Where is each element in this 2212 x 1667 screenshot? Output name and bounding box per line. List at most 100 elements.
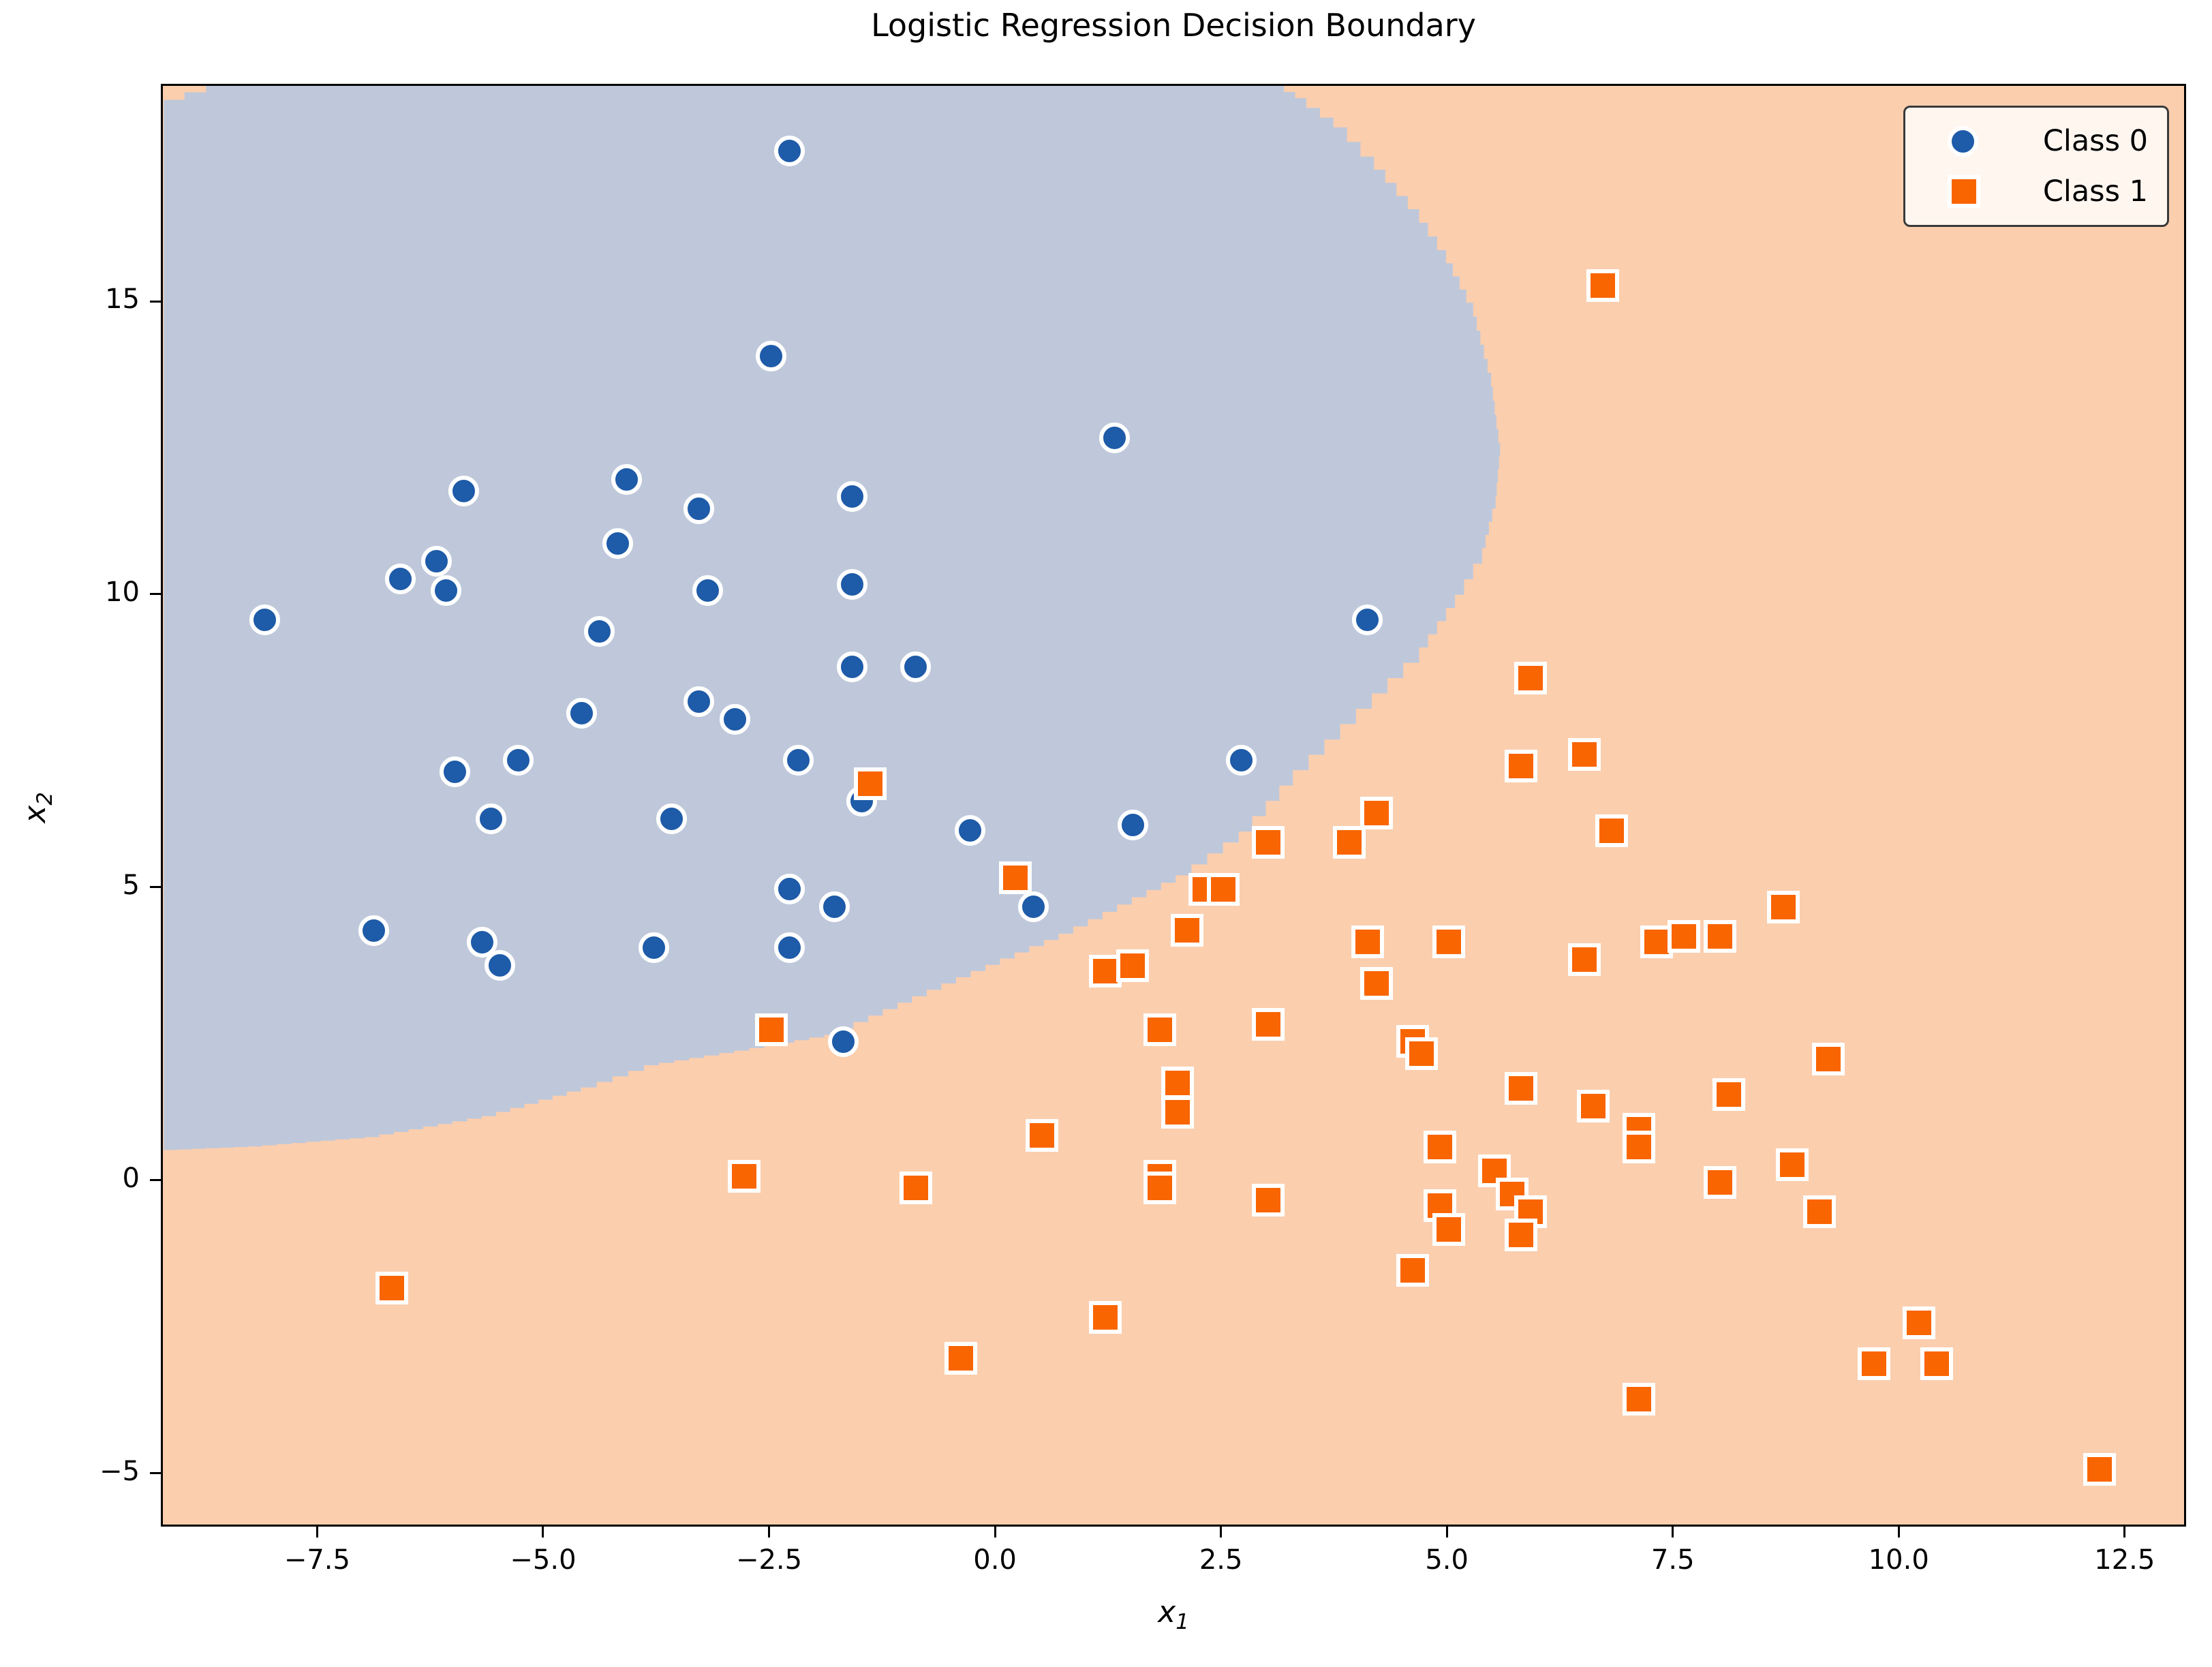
data-point-class1 (899, 1172, 932, 1205)
x-tick-label: −7.5 (283, 1544, 350, 1576)
data-point-class0 (358, 915, 389, 946)
y-tick-label: 10 (105, 576, 140, 608)
x-axis-label: x1 (1071, 1595, 1276, 1634)
y-tick-label: −5 (99, 1455, 140, 1487)
data-point-class1 (1432, 926, 1466, 959)
legend-item-class0: Class 0 (1905, 124, 2167, 158)
x-tick-label: 2.5 (1199, 1544, 1243, 1576)
data-point-class1 (1170, 914, 1203, 947)
x-tick-mark (1445, 1527, 1448, 1538)
x-tick-label: −2.5 (735, 1544, 803, 1576)
data-point-class1 (1622, 1131, 1655, 1164)
data-point-class1 (1766, 890, 1800, 923)
data-point-class1 (1514, 662, 1547, 695)
data-point-class1 (1360, 797, 1394, 830)
x-axis-label-base: x (1158, 1595, 1176, 1630)
data-point-class1 (1505, 750, 1538, 783)
data-point-class1 (727, 1160, 761, 1193)
data-point-class0 (837, 569, 868, 600)
legend-class1-label: Class 1 (2042, 174, 2148, 209)
x-axis-label-subscript: 1 (1176, 1609, 1189, 1634)
data-point-class1 (1396, 1253, 1430, 1287)
data-point-class0 (385, 563, 416, 594)
data-point-class1 (1920, 1347, 1954, 1381)
data-point-class0 (611, 463, 642, 495)
data-point-class1 (1351, 926, 1384, 959)
data-point-class1 (1143, 1013, 1176, 1047)
y-axis-label: x2 (18, 705, 57, 910)
data-point-class0 (773, 135, 805, 166)
data-point-class0 (466, 926, 497, 958)
data-point-class1 (2083, 1453, 2116, 1486)
data-point-class1 (1622, 1383, 1655, 1416)
x-tick-mark (1220, 1527, 1223, 1538)
legend-class1-marker-icon (1948, 175, 1980, 208)
data-point-class0 (782, 745, 814, 776)
data-point-class1 (1568, 738, 1601, 771)
data-point-class1 (1432, 1212, 1466, 1246)
data-point-class1 (1857, 1347, 1890, 1381)
x-tick-mark (1897, 1527, 1900, 1538)
data-point-class1 (1161, 1066, 1195, 1099)
data-point-class1 (1704, 1165, 1736, 1199)
data-point-class1 (1902, 1306, 1935, 1340)
data-point-class1 (1251, 1183, 1285, 1217)
data-point-class0 (421, 545, 452, 577)
data-point-class0 (683, 493, 714, 524)
data-point-class0 (1117, 809, 1148, 840)
data-point-class0 (900, 651, 932, 682)
legend-class0-marker-icon (1948, 125, 1978, 157)
data-point-class1 (1812, 1043, 1845, 1076)
y-tick-label: 15 (105, 284, 140, 315)
data-point-class1 (1116, 949, 1149, 982)
data-point-class1 (1802, 1195, 1836, 1228)
data-point-class1 (1704, 919, 1736, 953)
x-tick-label: 7.5 (1650, 1544, 1695, 1576)
data-point-class0 (448, 475, 480, 506)
data-point-class0 (566, 698, 597, 729)
data-point-class0 (638, 932, 669, 964)
data-point-class0 (720, 704, 750, 735)
x-tick-label: 12.5 (2094, 1544, 2155, 1576)
data-point-class0 (837, 651, 868, 682)
data-point-class1 (1026, 1119, 1059, 1152)
data-point-class0 (828, 1026, 859, 1057)
data-point-class1 (1423, 1131, 1456, 1164)
y-tick-mark (150, 593, 161, 596)
legend-item-class1: Class 1 (1905, 174, 2167, 209)
data-point-class1 (998, 861, 1032, 894)
data-point-class1 (1360, 966, 1394, 1000)
legend-class0-label: Class 0 (2042, 124, 2148, 158)
data-point-class1 (1251, 826, 1285, 859)
data-point-class1 (1595, 814, 1628, 847)
data-point-class1 (1405, 1037, 1439, 1070)
chart-title: Logistic Regression Decision Boundary (871, 7, 1476, 44)
y-axis-label-base: x (18, 805, 53, 823)
data-point-class0 (1017, 891, 1049, 923)
data-point-class0 (692, 575, 724, 606)
x-tick-mark (2123, 1527, 2126, 1538)
x-tick-label: −5.0 (510, 1544, 577, 1576)
y-tick-mark (150, 886, 161, 889)
decision-region-class0 (164, 86, 1501, 1150)
data-point-class0 (1099, 423, 1130, 454)
x-tick-label: 5.0 (1425, 1544, 1469, 1576)
y-tick-mark (150, 1179, 161, 1182)
data-point-class0 (439, 756, 470, 788)
data-point-class1 (1577, 1090, 1610, 1122)
data-point-class1 (1143, 1172, 1176, 1205)
y-tick-label: 0 (122, 1162, 140, 1194)
x-tick-mark (994, 1527, 996, 1538)
data-point-class0 (602, 528, 633, 560)
data-point-class1 (1333, 826, 1366, 859)
data-point-class1 (944, 1341, 977, 1375)
x-tick-mark (768, 1527, 771, 1538)
data-point-class1 (1505, 1072, 1538, 1105)
data-point-class0 (485, 950, 516, 981)
data-point-class0 (756, 340, 786, 371)
data-point-class1 (1712, 1077, 1746, 1111)
data-point-class0 (656, 804, 688, 835)
x-tick-mark (316, 1527, 318, 1538)
data-point-class0 (818, 891, 850, 923)
